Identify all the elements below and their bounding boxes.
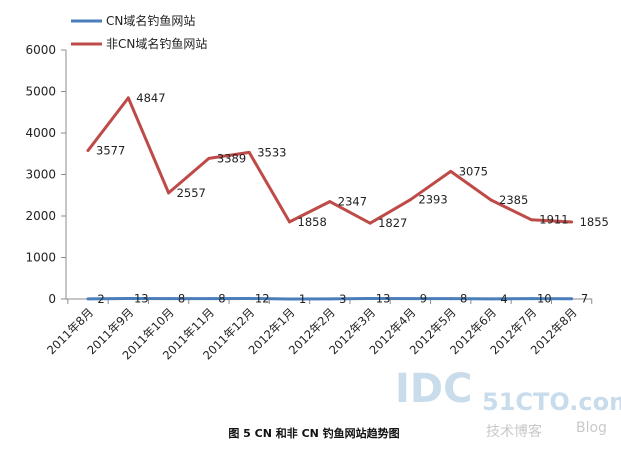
- data-label: 10: [537, 292, 552, 306]
- data-point: [288, 220, 291, 224]
- data-point: [408, 297, 412, 301]
- data-label: 3: [339, 292, 346, 306]
- data-label: 3533: [257, 145, 286, 159]
- data-label: 2393: [418, 193, 447, 207]
- data-point: [167, 191, 171, 195]
- data-label: 2: [97, 292, 104, 306]
- data-point: [529, 297, 533, 301]
- data-label: 2557: [177, 186, 206, 200]
- data-point: [328, 297, 332, 301]
- data-label: 8: [460, 292, 467, 306]
- watermark-site: 51CTO.com: [482, 388, 621, 416]
- data-label: 1: [299, 292, 306, 306]
- x-ticks: 2011年8月2011年9月2011年10月2011年11月2011年12月20…: [44, 299, 593, 362]
- data-label: 2347: [338, 195, 367, 209]
- data-label: 3075: [459, 164, 488, 178]
- figure-caption: 图 5 CN 和非 CN 钓鱼网站趋势图: [228, 426, 399, 440]
- data-point: [570, 220, 574, 224]
- data-point: [328, 200, 332, 204]
- legend-label-non-cn: 非CN域名钓鱼网站: [106, 36, 207, 51]
- data-point: [86, 149, 90, 153]
- data-point: [126, 296, 130, 300]
- data-label: 4: [500, 292, 507, 306]
- y-tick-label: 0: [48, 292, 56, 306]
- data-point: [288, 297, 291, 301]
- data-label: 1911: [539, 213, 568, 227]
- data-label: 12: [255, 292, 270, 306]
- data-label: 8: [218, 292, 225, 306]
- watermark-blog: Blog: [576, 420, 607, 436]
- data-point: [570, 297, 574, 301]
- data-label: 7: [581, 292, 588, 306]
- data-point: [368, 296, 372, 300]
- data-point: [449, 297, 453, 301]
- watermark: IDC 51CTO.com 技术博客 Blog: [395, 366, 621, 440]
- legend: CN域名钓鱼网站 非CN域名钓鱼网站: [71, 13, 207, 51]
- data-point: [207, 156, 211, 160]
- data-label: 3389: [217, 151, 246, 165]
- data-label: 2385: [499, 193, 528, 207]
- data-point: [368, 221, 372, 225]
- data-label: 9: [420, 292, 427, 306]
- data-label: 13: [376, 291, 391, 305]
- data-point: [126, 96, 130, 100]
- data-point: [247, 297, 251, 301]
- y-tick-label: 3000: [25, 168, 56, 182]
- data-label: 13: [134, 291, 149, 305]
- data-label: 8: [178, 292, 185, 306]
- data-point: [449, 169, 453, 173]
- data-point: [167, 297, 171, 301]
- data-point: [207, 297, 211, 301]
- series-layer: [86, 96, 574, 301]
- data-point: [86, 297, 90, 301]
- y-tick-label: 4000: [25, 126, 56, 140]
- y-tick-label: 2000: [25, 209, 56, 223]
- data-label: 1858: [298, 215, 327, 229]
- data-point: [529, 218, 533, 222]
- data-point: [489, 297, 493, 301]
- y-ticks: 0 1000 2000 3000 4000 5000 6000: [25, 43, 66, 306]
- legend-label-cn: CN域名钓鱼网站: [106, 13, 195, 28]
- data-point: [247, 150, 251, 154]
- y-tick-label: 6000: [25, 43, 56, 57]
- data-label: 4847: [136, 91, 165, 105]
- watermark-brand: IDC: [395, 366, 472, 412]
- data-point: [489, 198, 493, 202]
- y-tick-label: 1000: [25, 251, 56, 265]
- watermark-subtitle: 技术博客: [486, 423, 542, 440]
- data-label: 3577: [96, 144, 125, 158]
- data-label: 1855: [580, 215, 609, 229]
- data-point: [408, 198, 412, 202]
- y-tick-label: 5000: [25, 85, 56, 99]
- data-label: 1827: [378, 216, 407, 230]
